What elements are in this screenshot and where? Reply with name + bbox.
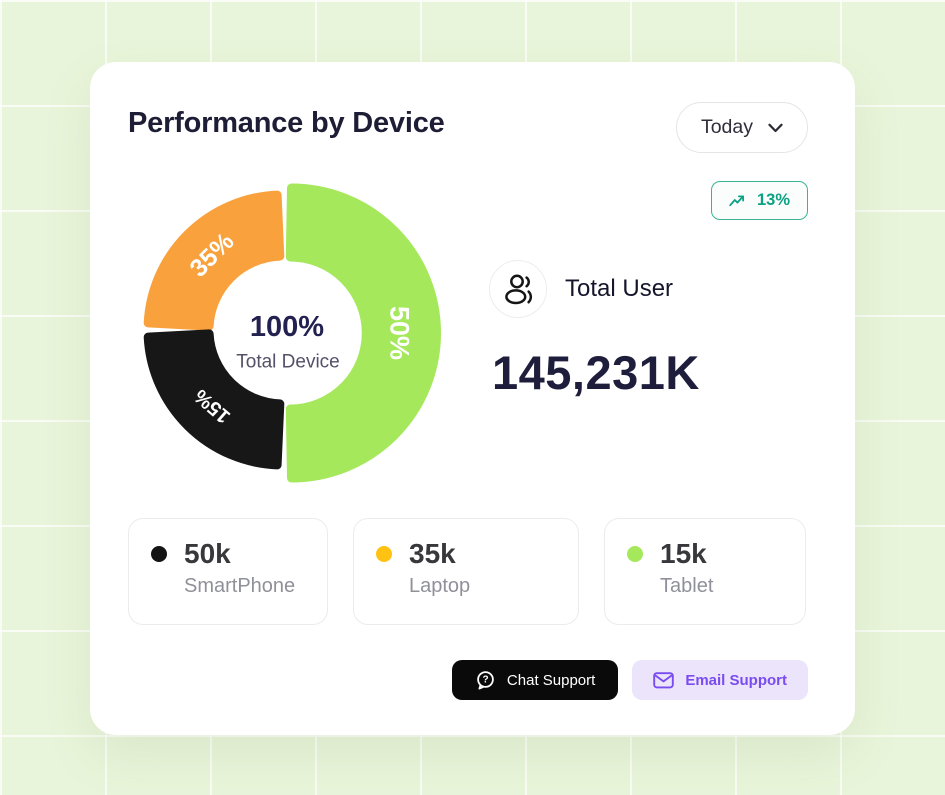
stat-value: 35k xyxy=(409,538,456,569)
chevron-down-icon xyxy=(768,123,783,133)
chat-support-label: Chat Support xyxy=(506,671,596,689)
donut-chart: 35% 50% 15% 100% Total Device xyxy=(143,175,443,487)
users-icon xyxy=(489,260,547,318)
card-header: Performance by Device Today xyxy=(128,102,808,153)
support-actions: ? Chat Support Email Support xyxy=(128,660,808,700)
stat-card-tablet: 15k Tablet xyxy=(604,518,806,625)
stat-top: 15k xyxy=(627,538,805,570)
stat-card-laptop: 35k Laptop xyxy=(353,518,579,625)
total-user-label: Total User xyxy=(565,275,674,302)
donut-slice-35 xyxy=(143,190,285,331)
stat-value: 15k xyxy=(660,538,707,569)
trend-badge: 13% xyxy=(710,181,808,220)
stat-label: Tablet xyxy=(660,575,714,597)
donut-center-caption: Total Device xyxy=(236,352,340,373)
smartphone-dot-icon xyxy=(151,546,167,562)
tablet-dot-icon xyxy=(627,546,643,562)
total-user-value: 145,231K xyxy=(492,346,700,399)
period-dropdown[interactable]: Today xyxy=(675,102,808,153)
performance-card: Performance by Device Today 35% 50 xyxy=(90,62,855,735)
slice-label-50: 50% xyxy=(385,306,415,360)
trend-up-icon xyxy=(729,194,748,207)
stat-label: Laptop xyxy=(409,575,471,597)
stat-top: 35k xyxy=(376,538,578,570)
donut-slice-15 xyxy=(143,329,285,470)
svg-text:?: ? xyxy=(482,674,488,685)
donut-slice-50 xyxy=(285,183,441,483)
stat-label: SmartPhone xyxy=(184,575,296,597)
stat-card-smartphone: 50k SmartPhone xyxy=(128,518,328,625)
donut-center-value: 100% xyxy=(250,311,324,343)
summary-column: 13% Total User 145,231K xyxy=(443,175,808,487)
period-dropdown-label: Today xyxy=(700,116,753,138)
trend-badge-value: 13% xyxy=(756,191,790,209)
stat-value: 50k xyxy=(184,538,231,569)
page-title: Performance by Device xyxy=(128,107,445,139)
email-support-button[interactable]: Email Support xyxy=(632,660,808,700)
main-content: 35% 50% 15% 100% Total Device 13% xyxy=(128,175,808,487)
stat-top: 50k xyxy=(151,538,327,570)
total-user-row: Total User xyxy=(489,260,673,318)
laptop-dot-icon xyxy=(376,546,392,562)
email-support-label: Email Support xyxy=(685,671,787,689)
chat-bubble-icon: ? xyxy=(475,670,496,691)
envelope-icon xyxy=(653,671,675,689)
chat-support-button[interactable]: ? Chat Support xyxy=(451,660,619,700)
device-stats-row: 50k SmartPhone 35k Laptop 15k Tablet xyxy=(128,518,808,625)
